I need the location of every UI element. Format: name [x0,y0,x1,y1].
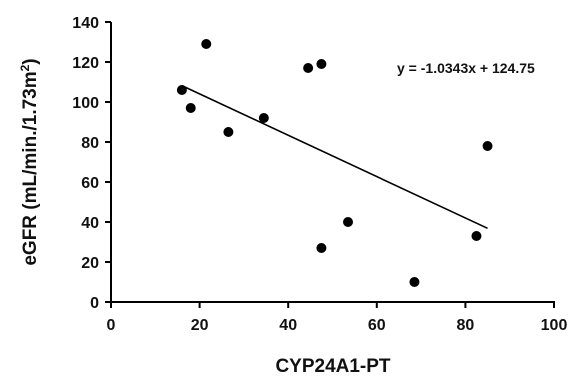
data-point [223,127,234,137]
y-axis-title: eGFR (mL/min./1.73m2) [18,58,41,265]
data-point [482,141,493,151]
x-axis-title: CYP24A1-PT [275,356,390,377]
y-axis-title-group: eGFR (mL/min./1.73m2) [18,58,41,265]
data-point [185,103,196,113]
data-point [303,63,314,73]
x-tick-label: 60 [368,317,386,334]
x-tick-label: 0 [107,317,116,334]
data-point [201,39,212,49]
y-tick-label: 120 [72,55,99,72]
y-axis-title-main: eGFR (mL/min./1.73m [20,71,41,265]
x-tick-label: 20 [191,317,209,334]
data-point [316,59,327,69]
y-tick-label: 60 [81,175,99,192]
y-tick-label: 0 [90,295,99,312]
data-point [316,243,327,253]
y-axis-title-superscript: 2 [18,64,32,71]
y-axis-title-close: ) [20,58,41,64]
y-axis-ticks: 0 20 40 60 80 100 120 140 [72,15,111,312]
trendline-equation: y = -1.0343x + 124.75 [397,60,535,76]
data-points [176,39,493,287]
y-tick-label: 40 [81,215,99,232]
axes [110,22,555,303]
y-tick-label: 20 [81,255,99,272]
x-tick-label: 80 [457,317,475,334]
x-tick-label: 100 [541,317,568,334]
trendline [181,84,488,230]
data-point [409,277,420,287]
y-tick-label: 140 [72,15,99,32]
y-tick-label: 80 [81,135,99,152]
x-axis-ticks: 0 20 40 60 80 100 [107,302,568,334]
data-point [471,231,482,241]
data-point [343,217,354,227]
data-point [176,85,187,95]
data-point [258,113,269,123]
y-tick-label: 100 [72,95,99,112]
x-tick-label: 40 [279,317,297,334]
